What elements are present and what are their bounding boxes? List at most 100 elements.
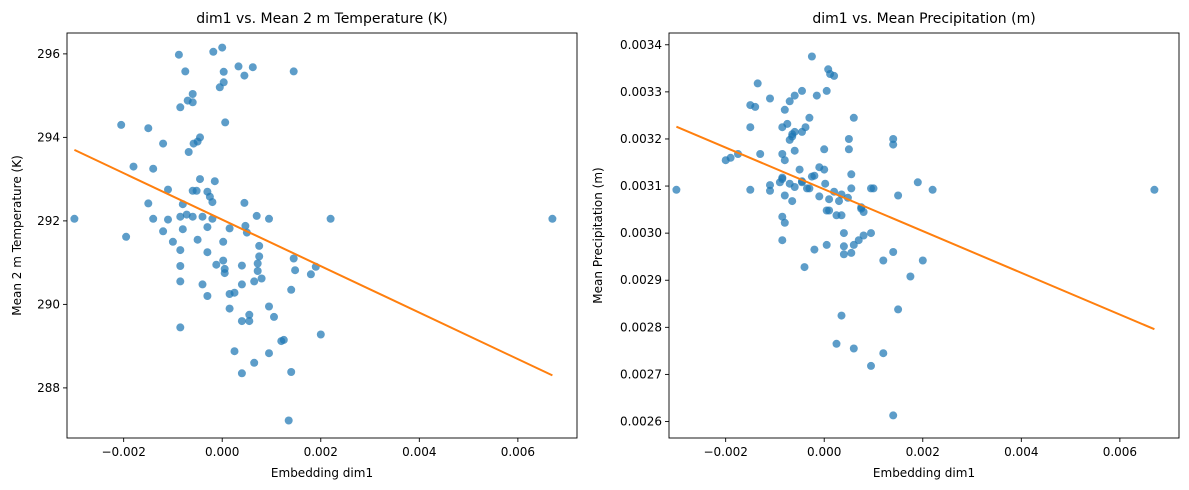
plot-area (672, 52, 1159, 420)
data-point (766, 94, 774, 103)
y-axis-ticks: 288 290 292 294 296 (37, 47, 67, 395)
chart-title: dim1 vs. Mean Precipitation (m) (812, 11, 1035, 27)
axes-frame (668, 32, 1180, 439)
data-point (780, 218, 789, 227)
y-axis-ticks: 0.0026 0.0027 0.0028 0.0029 0.0030 0.0031 0.00… (620, 38, 669, 429)
data-point (1150, 185, 1159, 194)
y-tick-label: 0.0033 (620, 85, 662, 99)
data-point (203, 223, 212, 232)
data-point (117, 120, 126, 129)
data-point (225, 304, 234, 313)
data-point (889, 248, 898, 256)
data-point (869, 184, 878, 193)
data-point (215, 83, 224, 92)
data-point (284, 416, 293, 425)
data-point (832, 211, 841, 220)
data-point (159, 227, 168, 236)
data-point (825, 195, 834, 204)
data-point (196, 175, 204, 184)
data-point (203, 292, 212, 300)
data-point (176, 212, 185, 221)
x-tick-label: 0.006 (1103, 445, 1137, 459)
data-point (225, 224, 234, 233)
data-point (894, 191, 903, 200)
data-point (237, 261, 246, 270)
x-tick-label: −0.002 (703, 445, 747, 459)
data-point (240, 198, 249, 207)
data-point (289, 254, 298, 263)
y-tick-label: 292 (37, 214, 60, 228)
data-point (830, 71, 839, 80)
data-point (746, 123, 755, 132)
data-point (849, 344, 858, 353)
data-point (287, 285, 296, 294)
data-point (548, 214, 557, 223)
data-point (210, 177, 219, 186)
data-point (237, 369, 246, 378)
data-point (193, 235, 202, 244)
y-tick-label: 0.0030 (620, 226, 662, 240)
data-point (928, 185, 937, 194)
data-point (178, 225, 187, 234)
data-point (220, 269, 229, 278)
data-point (803, 184, 811, 193)
plot-area (70, 43, 557, 425)
data-point (800, 263, 809, 272)
data-point (253, 259, 262, 268)
data-point (219, 256, 228, 265)
x-axis-label: Embedding dim1 (271, 466, 373, 480)
data-point (795, 165, 804, 174)
data-point (159, 139, 168, 148)
data-point (209, 47, 218, 56)
data-point (203, 248, 212, 257)
data-point (906, 272, 915, 281)
data-point (182, 210, 191, 219)
data-point (164, 215, 172, 224)
data-point (867, 361, 875, 370)
data-point (753, 79, 762, 88)
data-point (144, 124, 153, 133)
data-point (756, 150, 765, 158)
x-tick-label: 0.004 (402, 445, 436, 459)
data-point (867, 229, 875, 238)
data-point (255, 241, 264, 250)
data-point (788, 197, 797, 206)
y-tick-label: 0.0031 (620, 179, 662, 193)
data-point (198, 280, 207, 289)
y-tick-label: 296 (37, 47, 60, 61)
data-point (306, 270, 315, 279)
x-axis-label: Embedding dim1 (873, 466, 975, 480)
data-point (859, 208, 868, 216)
data-point (234, 62, 243, 71)
data-point (821, 179, 830, 188)
data-point (129, 162, 138, 171)
data-point (918, 256, 927, 265)
data-point (277, 337, 286, 346)
data-point (176, 277, 185, 286)
data-point (810, 171, 819, 180)
y-tick-label: 294 (37, 130, 60, 144)
data-point (778, 236, 787, 245)
data-point (184, 148, 193, 156)
data-point (847, 170, 856, 179)
data-point (815, 192, 824, 201)
data-point (219, 67, 228, 76)
data-point (176, 323, 185, 332)
data-point (849, 113, 858, 122)
data-point (257, 274, 266, 283)
y-tick-label: 288 (37, 381, 60, 395)
data-point (778, 150, 787, 158)
x-tick-label: 0.000 (205, 445, 239, 459)
data-point (212, 260, 221, 269)
x-tick-label: 0.000 (807, 445, 841, 459)
regression-line (676, 125, 1155, 331)
data-point (785, 135, 794, 144)
data-point (822, 86, 831, 95)
data-point (218, 43, 227, 52)
data-point (790, 91, 799, 100)
data-point (913, 178, 922, 187)
data-point (70, 214, 79, 223)
data-point (291, 266, 300, 275)
axes-frame (66, 32, 578, 439)
data-point (805, 113, 814, 122)
